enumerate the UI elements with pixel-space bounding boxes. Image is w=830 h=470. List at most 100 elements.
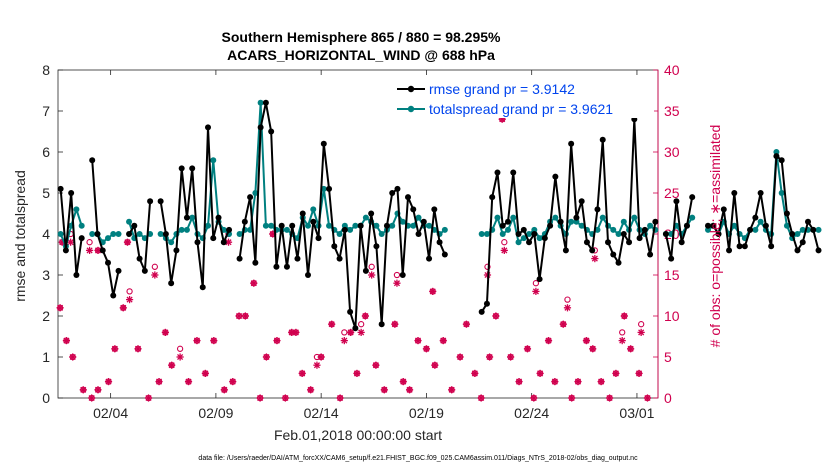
rmse-point: [299, 210, 306, 217]
rmse-point: [515, 231, 522, 237]
rmse-point: [568, 140, 575, 147]
rmse-line: [238, 101, 446, 330]
obs-assimilated-marker: [492, 312, 500, 320]
rmse-point: [799, 239, 806, 246]
rmse-point: [294, 255, 301, 262]
obs-assimilated-marker: [393, 279, 401, 287]
rmse-point: [605, 239, 611, 246]
rmse-point: [736, 243, 743, 250]
rmse-point: [226, 226, 233, 233]
obs-assimilated-marker: [256, 394, 264, 402]
obs-possible-marker: [368, 263, 375, 270]
obs-assimilated-marker: [391, 320, 399, 328]
x-tick-label: 03/01: [619, 405, 654, 421]
obs-assimilated-marker: [184, 378, 193, 386]
rmse-point: [273, 263, 280, 270]
rmse-point: [636, 235, 643, 242]
rmse-point: [189, 165, 196, 172]
obs-possible-marker: [393, 271, 401, 279]
totalspread-point: [336, 231, 343, 237]
obs-assimilated-marker: [94, 246, 102, 254]
rmse-point: [683, 222, 690, 229]
rmse-point: [241, 218, 248, 225]
rmse-point: [626, 239, 633, 246]
obs-possible-marker: [638, 321, 645, 328]
totalspread-point: [73, 206, 80, 213]
obs-possible-marker: [619, 329, 626, 336]
totalspread-point: [236, 231, 243, 237]
totalspread-point: [578, 222, 585, 229]
totalspread-point: [526, 231, 533, 237]
y-left-tick-label: 7: [42, 103, 50, 119]
rmse-point: [652, 218, 659, 225]
totalspread-point: [536, 235, 543, 242]
obs-assimilated-marker: [471, 369, 479, 377]
obs-assimilated-marker: [69, 353, 77, 361]
x-tick-label: 02/14: [304, 405, 339, 421]
rmse-point: [62, 247, 69, 254]
rmse-point: [541, 235, 548, 242]
rmse-point: [594, 206, 601, 213]
totalspread-point: [362, 214, 369, 221]
rmse-point: [78, 235, 85, 242]
totalspread-point: [783, 222, 790, 229]
obs-assimilated-marker: [439, 337, 447, 345]
rmse-point: [178, 165, 185, 172]
obs-assimilated-marker: [635, 369, 643, 377]
rmse-point: [383, 222, 390, 229]
rmse-point: [331, 243, 338, 250]
obs-assimilated-marker: [340, 337, 348, 345]
obs-assimilated-marker: [422, 345, 431, 353]
totalspread-point: [105, 235, 111, 242]
rmse-point: [341, 226, 348, 233]
x-tick-label: 02/24: [514, 405, 549, 421]
obs-assimilated-marker: [477, 394, 485, 402]
obs-assimilated-marker: [399, 378, 407, 386]
y-left-tick-label: 4: [42, 226, 50, 242]
y-left-tick-label: 6: [42, 144, 50, 160]
rmse-point: [89, 157, 96, 164]
totalspread-point: [610, 226, 617, 233]
obs-assimilated-marker: [605, 394, 614, 402]
obs-assimilated-marker: [612, 369, 620, 377]
obs-assimilated-marker: [448, 386, 456, 394]
obs-assimilated-marker: [235, 312, 243, 320]
obs-assimilated-marker: [104, 378, 113, 386]
rmse-point: [426, 255, 433, 262]
totalspread-point: [399, 218, 406, 225]
obs-assimilated-marker: [85, 246, 94, 254]
obs-assimilated-marker: [568, 394, 576, 402]
rmse-point: [578, 198, 585, 205]
y-left-tick-label: 1: [42, 349, 50, 365]
y-right-tick-label: 35: [664, 103, 680, 119]
rmse-point: [110, 292, 117, 299]
data-file-footnote: data file: /Users/raeder/DAI/ATM_forcXX/…: [198, 455, 638, 462]
totalspread-point: [247, 226, 254, 233]
rmse-point: [562, 247, 569, 254]
totalspread-point: [168, 239, 175, 246]
obs-assimilated-marker: [328, 320, 336, 328]
totalspread-point: [815, 226, 822, 233]
obs-assimilated-marker: [368, 271, 376, 279]
obs-assimilated-marker: [281, 394, 289, 402]
rmse-point: [641, 226, 648, 233]
rmse-point: [210, 235, 217, 242]
totalspread-point: [310, 206, 317, 213]
legend-spread-label: totalspread grand pr = 3.9621: [429, 101, 613, 117]
rmse-point: [257, 124, 264, 131]
obs-assimilated-marker: [500, 246, 508, 254]
rmse-point: [157, 198, 164, 205]
obs-possible-marker: [86, 239, 93, 246]
obs-assimilated-marker: [405, 386, 414, 394]
obs-possible-marker: [564, 296, 571, 303]
obs-assimilated-marker: [176, 353, 184, 361]
obs-assimilated-marker: [62, 337, 71, 345]
rmse-point: [678, 239, 685, 246]
totalspread-point: [752, 226, 759, 233]
obs-assimilated-marker: [347, 328, 355, 336]
obs-assimilated-marker: [155, 378, 163, 386]
rmse-point: [715, 231, 722, 237]
totalspread-point: [326, 222, 333, 229]
legend: rmse grand pr = 3.9142 totalspread grand…: [392, 76, 654, 118]
